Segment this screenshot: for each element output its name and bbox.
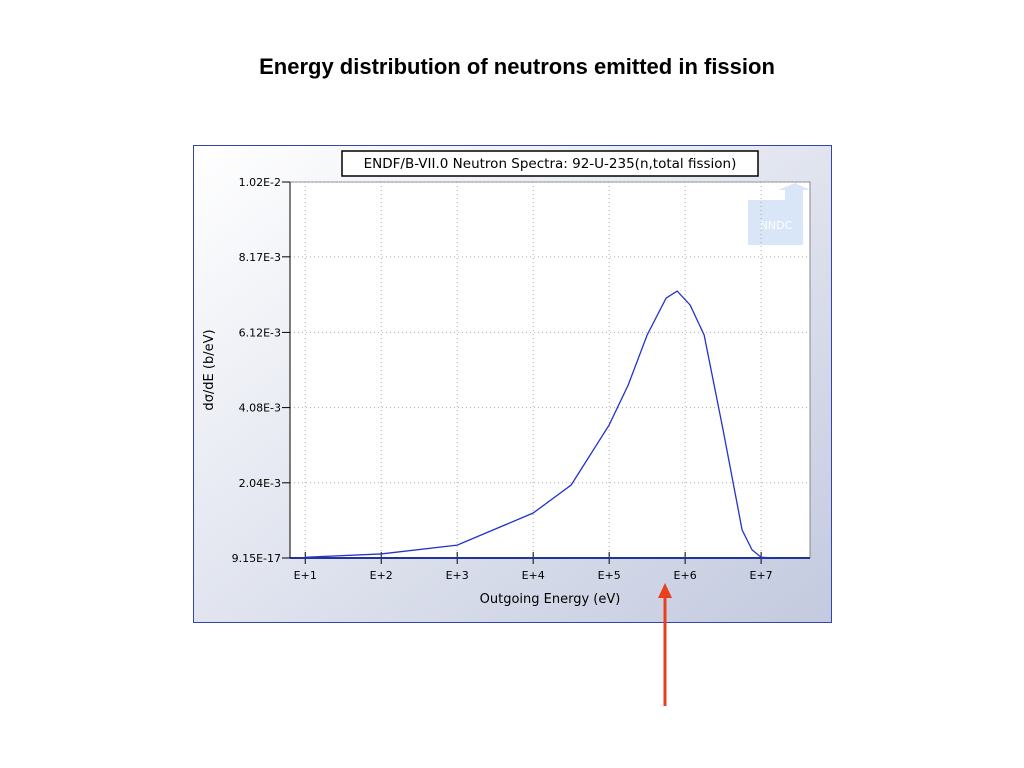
y-tick-label: 9.15E-17 (232, 552, 281, 565)
annotation-arrow (658, 583, 672, 706)
chart-title-box (341, 150, 759, 177)
logo: NNDC (748, 183, 810, 245)
chart-title: ENDF/B-VII.0 Neutron Spectra: 92-U-235(n… (364, 156, 737, 172)
x-tick-label: E+2 (370, 569, 393, 582)
plot-area (289, 181, 811, 559)
x-tick-label: E+6 (674, 569, 697, 582)
x-tick-label: E+1 (294, 569, 317, 582)
y-tick-label: 4.08E-3 (239, 402, 281, 415)
y-tick-label: 2.04E-3 (239, 477, 281, 490)
x-axis-label: Outgoing Energy (eV) (480, 592, 621, 607)
data-line (305, 290, 775, 559)
y-tick-label: 1.02E-2 (239, 176, 281, 189)
x-tick-label: E+5 (598, 569, 621, 582)
x-tick-label: E+4 (522, 569, 545, 582)
y-tick-label: 8.17E-3 (239, 251, 281, 264)
x-tick-label: E+7 (750, 569, 773, 582)
x-tick-label: E+3 (446, 569, 469, 582)
y-axis-label: dσ/dE (b/eV) (202, 329, 217, 410)
logo-text: NNDC (760, 219, 793, 232)
slide-title: Energy distribution of neutrons emitted … (259, 54, 775, 79)
y-tick-label: 6.12E-3 (239, 326, 281, 339)
